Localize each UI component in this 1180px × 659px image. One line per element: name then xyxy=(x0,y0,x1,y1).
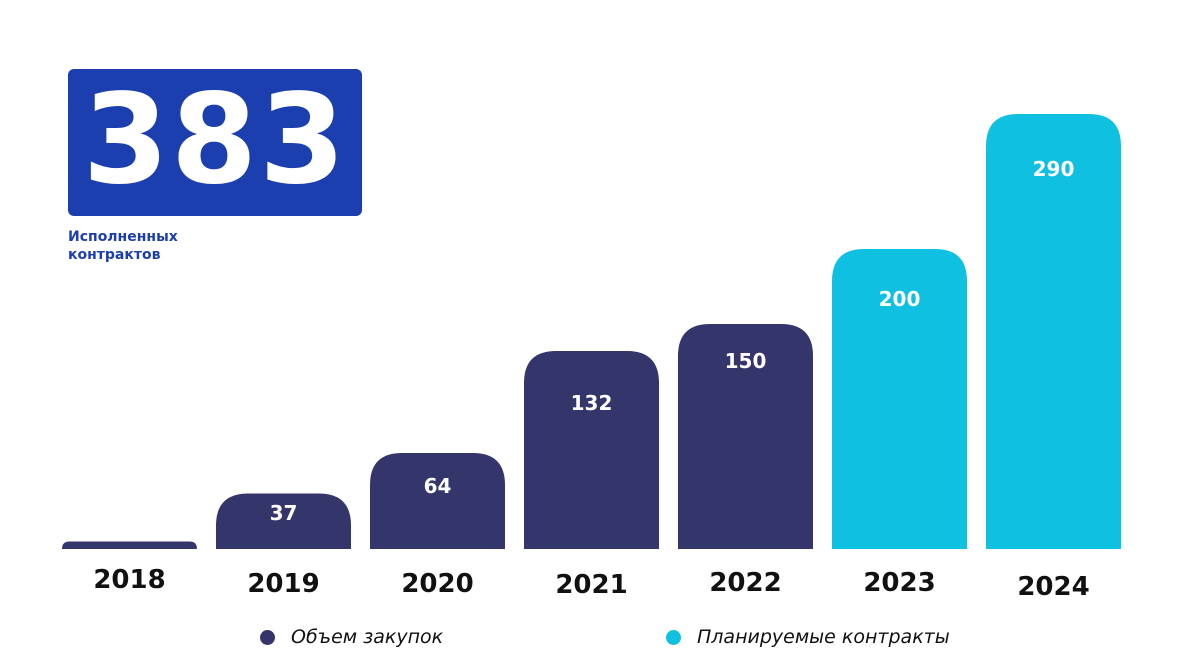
bar-value-label: 132 xyxy=(571,391,613,415)
legend-item-planned: Планируемые контракты xyxy=(666,626,950,648)
category-label: 2019 xyxy=(247,569,319,599)
legend-dot-planned xyxy=(666,629,681,645)
bar-2021 xyxy=(524,351,659,549)
legend-dot-actual xyxy=(260,629,275,645)
bar-value-label: 64 xyxy=(424,474,452,498)
bar-chart: 2018 37 2019 64 2020 132 2021 150 2022 200 2023 290… xyxy=(62,114,1121,602)
bar-value-label: 290 xyxy=(1033,157,1075,181)
category-label: 2020 xyxy=(401,569,473,599)
bar-2019 xyxy=(216,493,351,549)
category-label: 2022 xyxy=(709,568,781,598)
stat-value: 383 xyxy=(82,67,348,212)
bar-2018 xyxy=(62,541,197,549)
bar-2023 xyxy=(832,249,967,549)
legend-item-actual: Объем закупок xyxy=(260,626,443,648)
bar-2022 xyxy=(678,324,813,549)
bar-2020 xyxy=(370,453,505,549)
legend: Объем закупок Планируемые контракты xyxy=(0,626,1180,652)
stat-caption: Исполненных контрактов xyxy=(68,228,288,264)
legend-label-planned: Планируемые контракты xyxy=(697,626,950,648)
stat-box: 383 xyxy=(68,69,362,216)
stat-caption-line1: Исполненных xyxy=(68,229,178,245)
bar-value-label: 150 xyxy=(725,349,767,373)
category-label: 2023 xyxy=(863,568,935,598)
stat-caption-line2: контрактов xyxy=(68,247,161,263)
legend-label-actual: Объем закупок xyxy=(291,626,444,648)
bar-value-label: 200 xyxy=(879,287,921,311)
category-label: 2024 xyxy=(1017,572,1089,602)
category-label: 2021 xyxy=(555,570,627,600)
bar-value-label: 37 xyxy=(270,501,298,525)
category-label: 2018 xyxy=(93,565,165,595)
bar-2024 xyxy=(986,114,1121,549)
